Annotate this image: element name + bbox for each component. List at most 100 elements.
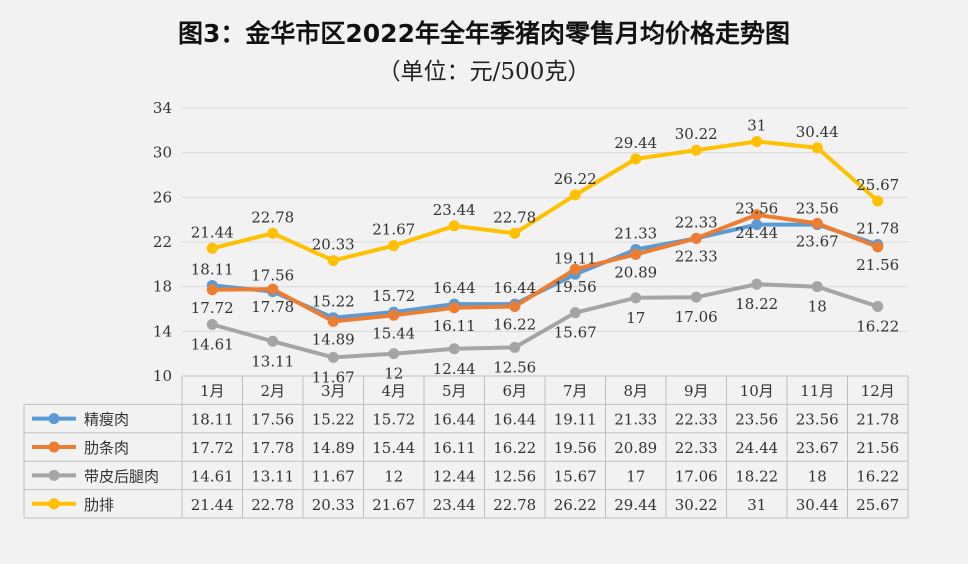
table-cell: 12 xyxy=(384,467,403,485)
y-tick-label: 30 xyxy=(153,144,172,162)
table-cell: 14.61 xyxy=(191,467,234,485)
table-cell: 16.22 xyxy=(493,439,536,457)
data-point xyxy=(569,263,581,275)
y-tick-label: 26 xyxy=(153,188,172,206)
table-cell: 30.22 xyxy=(675,496,718,514)
x-tick-label: 8月 xyxy=(623,382,648,400)
data-label: 13.11 xyxy=(251,352,294,370)
data-point xyxy=(388,240,400,252)
x-tick-label: 7月 xyxy=(563,382,588,400)
table-cell: 15.72 xyxy=(372,411,415,429)
table-cell: 20.33 xyxy=(312,496,355,514)
table-cell: 30.44 xyxy=(796,496,839,514)
table-cell: 16.11 xyxy=(433,439,476,457)
data-point xyxy=(751,278,763,290)
table-cell: 22.78 xyxy=(251,496,294,514)
x-tick-label: 9月 xyxy=(684,382,709,400)
data-point xyxy=(690,291,702,303)
table-cell: 31 xyxy=(747,496,766,514)
data-label: 17.72 xyxy=(191,299,234,317)
data-point xyxy=(267,335,279,347)
data-label: 21.33 xyxy=(614,224,657,242)
data-label: 16.22 xyxy=(856,318,899,336)
data-point xyxy=(872,301,884,313)
table-cell: 14.89 xyxy=(312,439,355,457)
data-label: 16.22 xyxy=(493,316,536,334)
table-cell: 17.06 xyxy=(675,467,718,485)
table-cell: 17.56 xyxy=(251,411,294,429)
data-point xyxy=(388,309,400,321)
y-tick-label: 10 xyxy=(153,367,172,385)
x-tick-label: 5月 xyxy=(442,382,467,400)
data-label: 16.44 xyxy=(493,279,536,297)
table-cell: 21.67 xyxy=(372,496,415,514)
data-label: 18.22 xyxy=(735,295,778,313)
x-tick-label: 3月 xyxy=(321,382,346,400)
data-label: 17 xyxy=(626,309,645,327)
data-point xyxy=(751,136,763,147)
x-tick-label: 10月 xyxy=(740,382,774,400)
table-cell: 13.11 xyxy=(251,467,294,485)
data-point xyxy=(327,351,339,363)
chart-title: 图3：金华市区2022年全年季猪肉零售月均价格走势图 xyxy=(178,19,790,48)
x-tick-label: 4月 xyxy=(381,382,406,400)
data-point xyxy=(630,248,642,260)
data-label: 23.44 xyxy=(433,201,476,219)
data-point xyxy=(569,189,581,201)
data-label: 23.56 xyxy=(735,200,778,218)
data-label: 21.44 xyxy=(191,223,234,241)
y-tick-label: 22 xyxy=(153,233,172,251)
data-label: 16.44 xyxy=(433,279,476,297)
table-cell: 18.22 xyxy=(735,467,778,485)
series-line-2 xyxy=(212,212,879,324)
table-cell: 18 xyxy=(808,467,827,485)
legend-label: 肋排 xyxy=(84,496,114,514)
data-label: 19.56 xyxy=(554,278,597,296)
data-label: 11.67 xyxy=(312,368,355,386)
x-tick-label: 11月 xyxy=(800,382,834,400)
data-point xyxy=(509,227,521,239)
legend-label: 精瘦肉 xyxy=(84,411,129,429)
data-point xyxy=(448,302,460,314)
data-label: 30.22 xyxy=(675,125,718,143)
table-cell: 23.44 xyxy=(433,496,476,514)
legend-marker xyxy=(48,498,60,510)
data-point xyxy=(811,142,823,154)
table-cell: 12.44 xyxy=(433,467,476,485)
data-point xyxy=(811,217,823,229)
data-label: 19.11 xyxy=(554,249,597,267)
data-label: 18.11 xyxy=(191,260,234,278)
legend-marker xyxy=(48,441,60,453)
data-label: 21.56 xyxy=(856,256,899,274)
x-tick-label: 1月 xyxy=(200,382,225,400)
data-label: 22.33 xyxy=(675,213,718,231)
data-point xyxy=(811,281,823,293)
table-cell: 25.67 xyxy=(856,496,899,514)
table-cell: 20.89 xyxy=(614,439,657,457)
data-label: 21.67 xyxy=(372,221,415,239)
chart-subtitle: （单位：元/500克） xyxy=(377,59,591,85)
data-label: 20.33 xyxy=(312,236,355,254)
data-label: 15.22 xyxy=(312,293,355,311)
data-label: 14.61 xyxy=(191,336,234,354)
data-point xyxy=(751,219,763,231)
table-cell: 15.44 xyxy=(372,439,415,457)
data-point xyxy=(872,195,884,207)
data-label: 23.67 xyxy=(796,232,839,250)
table-cell: 29.44 xyxy=(614,496,657,514)
data-point xyxy=(206,319,218,331)
y-tick-label: 18 xyxy=(153,278,172,296)
data-label: 31 xyxy=(747,117,766,135)
data-point xyxy=(448,220,460,232)
table-cell: 15.22 xyxy=(312,411,355,429)
x-tick-label: 2月 xyxy=(260,382,285,400)
data-point xyxy=(569,307,581,319)
table-cell: 22.78 xyxy=(493,496,536,514)
data-point xyxy=(509,301,521,313)
table-cell: 26.22 xyxy=(554,496,597,514)
data-label: 22.78 xyxy=(493,208,536,226)
table-cell: 16.22 xyxy=(856,467,899,485)
table-cell: 21.56 xyxy=(856,439,899,457)
data-label: 14.89 xyxy=(312,330,355,348)
